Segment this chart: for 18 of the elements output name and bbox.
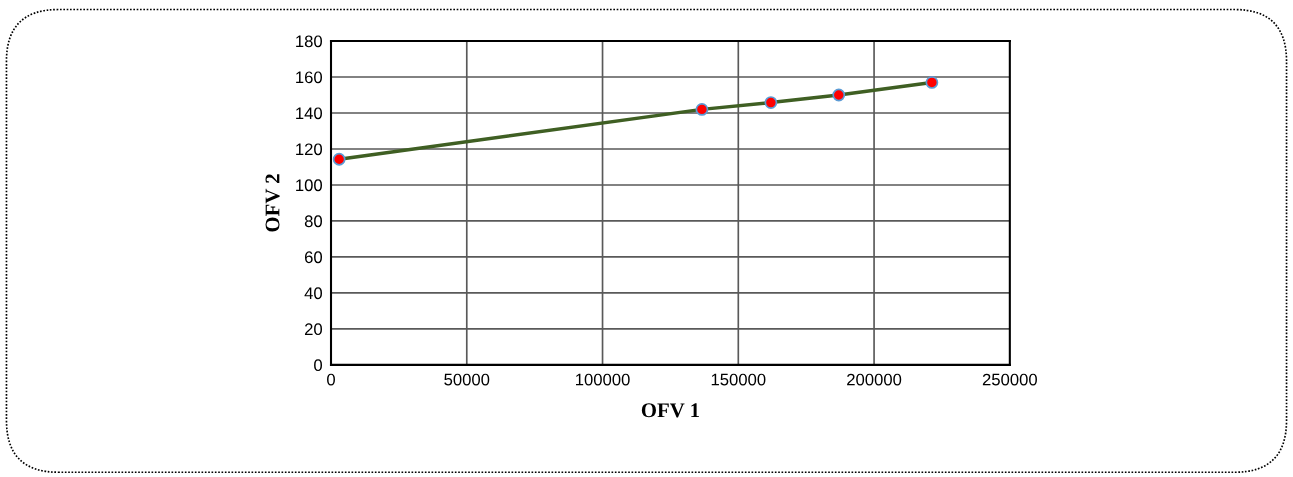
y-tick-label: 140 [296, 107, 323, 120]
y-tick-label: 100 [296, 179, 323, 192]
y-tick-label: 20 [304, 323, 323, 336]
y-tick-label: 80 [304, 215, 323, 228]
y-tick-label: 120 [296, 143, 323, 156]
x-tick-label: 50000 [444, 373, 490, 386]
x-axis-title: OFV 1 [641, 403, 699, 418]
y-axis-title: OFV 2 [265, 174, 280, 232]
y-tick-label: 60 [304, 251, 323, 264]
y-tick-label: 180 [296, 35, 323, 48]
x-tick-label: 0 [327, 373, 335, 386]
x-tick-label: 250000 [982, 373, 1037, 386]
y-tick-label: 0 [314, 359, 323, 372]
x-tick-label: 100000 [576, 373, 630, 386]
y-tick-label: 40 [304, 287, 323, 300]
y-tick-label: 160 [296, 71, 323, 84]
x-tick-label: 150000 [711, 373, 766, 386]
x-tick-label: 200000 [847, 373, 902, 386]
